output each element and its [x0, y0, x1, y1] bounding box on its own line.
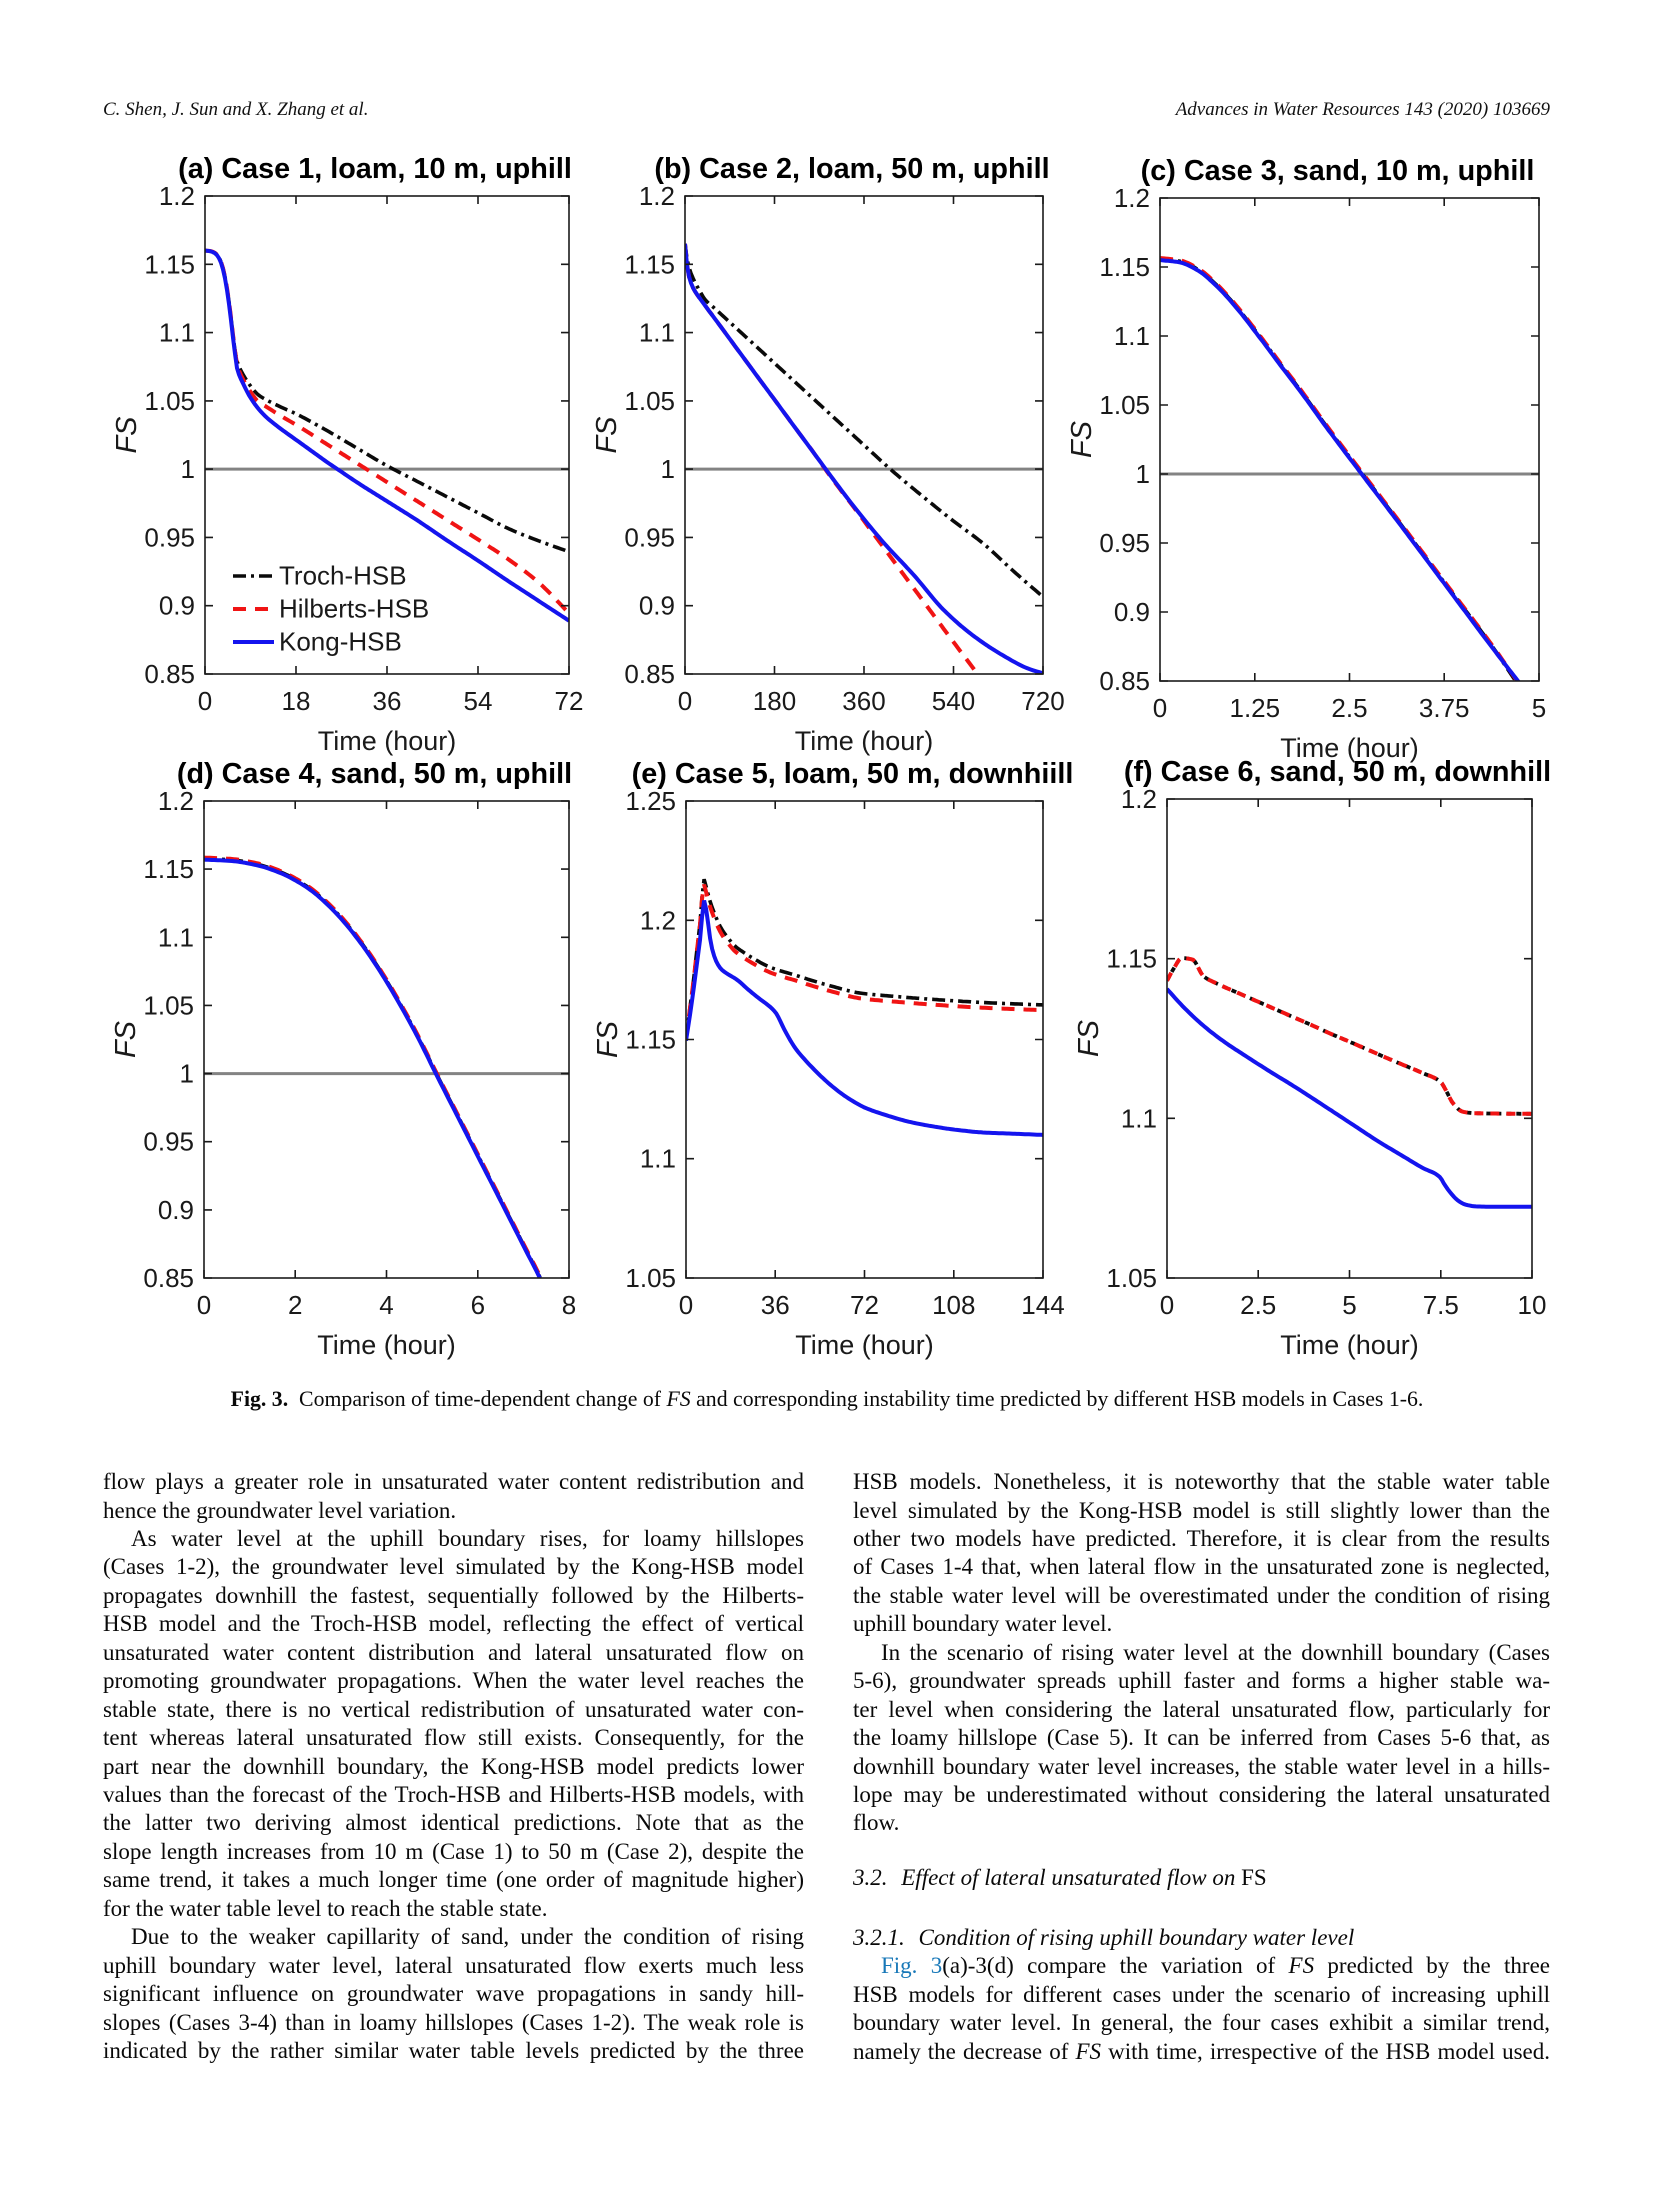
- svg-text:360: 360: [842, 686, 885, 716]
- svg-text:5: 5: [1532, 693, 1546, 723]
- svg-text:0.95: 0.95: [143, 1127, 194, 1157]
- svg-text:0: 0: [1153, 693, 1167, 723]
- svg-text:(a) Case 1, loam, 10 m, uphill: (a) Case 1, loam, 10 m, uphill: [178, 153, 572, 185]
- svg-text:10: 10: [1518, 1290, 1547, 1320]
- svg-text:1.15: 1.15: [1099, 252, 1150, 282]
- svg-text:0.85: 0.85: [624, 659, 675, 689]
- svg-text:(e) Case 5, loam, 50 m, downhi: (e) Case 5, loam, 50 m, downhiill: [632, 758, 1074, 790]
- svg-text:1.1: 1.1: [639, 318, 675, 348]
- svg-text:Kong-HSB: Kong-HSB: [279, 627, 402, 657]
- svg-text:1.2: 1.2: [640, 905, 676, 935]
- svg-text:1.1: 1.1: [159, 318, 195, 348]
- svg-text:0: 0: [198, 686, 212, 716]
- svg-text:72: 72: [850, 1290, 879, 1320]
- svg-text:1.1: 1.1: [640, 1144, 676, 1174]
- svg-text:0.9: 0.9: [639, 591, 675, 621]
- svg-text:1: 1: [181, 454, 195, 484]
- svg-text:Time (hour): Time (hour): [795, 726, 934, 756]
- svg-text:720: 720: [1021, 686, 1064, 716]
- svg-text:1.05: 1.05: [1106, 1263, 1157, 1293]
- svg-text:1.05: 1.05: [143, 990, 194, 1020]
- svg-text:1.05: 1.05: [1099, 390, 1150, 420]
- svg-text:FS: FS: [110, 1020, 142, 1058]
- svg-text:1.2: 1.2: [1121, 784, 1157, 814]
- svg-text:54: 54: [464, 686, 493, 716]
- svg-text:0: 0: [678, 686, 692, 716]
- svg-text:Hilberts-HSB: Hilberts-HSB: [279, 594, 429, 624]
- svg-text:FS: FS: [111, 416, 143, 454]
- svg-text:72: 72: [555, 686, 584, 716]
- svg-text:540: 540: [932, 686, 975, 716]
- svg-text:1.1: 1.1: [1114, 321, 1150, 351]
- svg-text:1.2: 1.2: [158, 786, 194, 816]
- svg-text:FS: FS: [591, 416, 623, 454]
- svg-text:0.95: 0.95: [624, 522, 675, 552]
- svg-text:3.75: 3.75: [1419, 693, 1470, 723]
- svg-text:0.9: 0.9: [159, 591, 195, 621]
- svg-text:1.05: 1.05: [144, 386, 195, 416]
- svg-text:0: 0: [1160, 1290, 1174, 1320]
- svg-text:0: 0: [197, 1290, 211, 1320]
- svg-text:1.25: 1.25: [625, 786, 676, 816]
- svg-text:Time (hour): Time (hour): [317, 1330, 456, 1360]
- svg-text:1: 1: [1136, 459, 1150, 489]
- svg-text:0.85: 0.85: [144, 659, 195, 689]
- svg-text:36: 36: [761, 1290, 790, 1320]
- svg-text:8: 8: [562, 1290, 576, 1320]
- svg-text:36: 36: [373, 686, 402, 716]
- svg-text:0.95: 0.95: [144, 522, 195, 552]
- svg-text:1.05: 1.05: [625, 1263, 676, 1293]
- svg-text:1.2: 1.2: [639, 181, 675, 211]
- svg-text:1: 1: [180, 1059, 194, 1089]
- svg-text:1.15: 1.15: [1106, 944, 1157, 974]
- svg-text:18: 18: [282, 686, 311, 716]
- svg-text:2: 2: [288, 1290, 302, 1320]
- svg-text:1.15: 1.15: [144, 249, 195, 279]
- svg-text:FS: FS: [1066, 420, 1098, 458]
- svg-text:0: 0: [679, 1290, 693, 1320]
- svg-text:(b) Case 2, loam, 50 m, uphill: (b) Case 2, loam, 50 m, uphill: [654, 153, 1049, 185]
- svg-text:6: 6: [471, 1290, 485, 1320]
- svg-text:1.15: 1.15: [624, 249, 675, 279]
- svg-text:Time (hour): Time (hour): [1280, 1330, 1419, 1360]
- svg-text:FS: FS: [592, 1020, 624, 1058]
- svg-text:Time (hour): Time (hour): [318, 726, 457, 756]
- svg-text:Troch-HSB: Troch-HSB: [279, 561, 407, 591]
- svg-text:7.5: 7.5: [1423, 1290, 1459, 1320]
- svg-text:0.85: 0.85: [143, 1263, 194, 1293]
- svg-text:1.25: 1.25: [1229, 693, 1280, 723]
- svg-text:Time (hour): Time (hour): [795, 1330, 934, 1360]
- svg-text:FS: FS: [1073, 1019, 1105, 1057]
- svg-text:0.9: 0.9: [1114, 597, 1150, 627]
- svg-text:(d) Case 4, sand, 50 m, uphill: (d) Case 4, sand, 50 m, uphill: [177, 758, 572, 790]
- svg-text:Time (hour): Time (hour): [1280, 733, 1419, 763]
- svg-text:108: 108: [932, 1290, 975, 1320]
- svg-text:0.9: 0.9: [158, 1195, 194, 1225]
- svg-text:0.85: 0.85: [1099, 666, 1150, 696]
- svg-text:(c) Case 3, sand, 10 m, uphill: (c) Case 3, sand, 10 m, uphill: [1141, 155, 1535, 187]
- svg-text:180: 180: [753, 686, 796, 716]
- svg-text:1.15: 1.15: [143, 854, 194, 884]
- svg-text:1.2: 1.2: [1114, 183, 1150, 213]
- svg-text:1.1: 1.1: [1121, 1103, 1157, 1133]
- svg-text:1.15: 1.15: [625, 1025, 676, 1055]
- svg-text:(f) Case 6, sand, 50 m, downhi: (f) Case 6, sand, 50 m, downhill: [1124, 756, 1551, 788]
- svg-text:0.95: 0.95: [1099, 528, 1150, 558]
- svg-text:2.5: 2.5: [1240, 1290, 1276, 1320]
- svg-text:1.05: 1.05: [624, 386, 675, 416]
- svg-text:2.5: 2.5: [1331, 693, 1367, 723]
- svg-text:4: 4: [379, 1290, 393, 1320]
- svg-text:5: 5: [1342, 1290, 1356, 1320]
- svg-text:1: 1: [661, 454, 675, 484]
- svg-text:1.1: 1.1: [158, 922, 194, 952]
- svg-text:1.2: 1.2: [159, 181, 195, 211]
- svg-text:144: 144: [1021, 1290, 1064, 1320]
